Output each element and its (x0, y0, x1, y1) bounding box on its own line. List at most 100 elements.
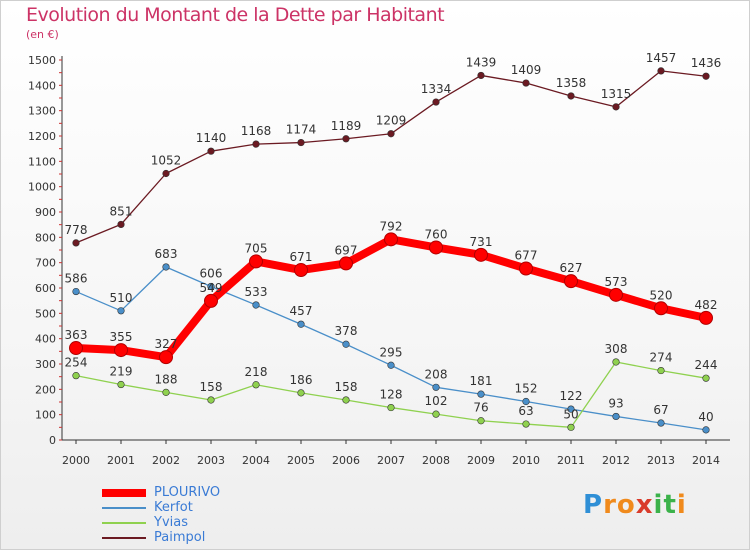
data-label-paimpol: 1174 (286, 123, 317, 137)
data-point-plourivo (159, 350, 173, 365)
y-tick-label: 500 (35, 307, 56, 320)
data-point-kerfot (477, 390, 485, 398)
x-tick-label: 2005 (287, 454, 315, 467)
legend-label-paimpol: Paimpol (154, 530, 206, 545)
data-label-yvias: 158 (200, 380, 223, 394)
data-point-yvias (702, 374, 710, 382)
y-tick-label: 300 (35, 358, 56, 371)
data-point-yvias (657, 366, 665, 375)
data-point-plourivo (609, 287, 623, 302)
data-label-paimpol: 1140 (196, 131, 227, 145)
y-tick-label: 700 (35, 257, 56, 270)
data-label-kerfot: 181 (470, 374, 493, 388)
data-point-plourivo (294, 263, 308, 278)
x-tick-label: 2006 (332, 454, 360, 467)
data-point-kerfot (702, 426, 710, 434)
legend-swatch-paimpol (102, 537, 146, 539)
y-tick-label: 400 (35, 333, 56, 346)
data-point-yvias (297, 389, 305, 397)
logo-letter: o (616, 490, 636, 520)
data-label-kerfot: 378 (335, 324, 358, 338)
data-label-plourivo: 731 (470, 235, 493, 249)
legend-label-kerfot: Kerfot (154, 500, 193, 515)
legend-label-plourivo: PLOURIVO (154, 485, 221, 500)
data-point-yvias (612, 358, 620, 366)
logo-letter: i (653, 490, 664, 520)
data-label-plourivo: 705 (245, 241, 268, 255)
x-tick-label: 2003 (197, 454, 225, 467)
data-label-plourivo: 671 (290, 250, 313, 264)
data-label-yvias: 308 (605, 342, 628, 356)
legend-swatch-kerfot (102, 507, 146, 509)
legend-swatch-yvias (102, 522, 146, 524)
data-point-plourivo (339, 256, 353, 271)
y-tick-label: 900 (35, 206, 56, 219)
data-point-plourivo (249, 254, 263, 269)
y-tick-label: 800 (35, 231, 56, 244)
y-tick-label: 1200 (28, 130, 56, 143)
data-point-paimpol (702, 72, 710, 80)
data-label-paimpol: 1457 (646, 51, 677, 65)
data-point-kerfot (342, 340, 350, 348)
data-point-kerfot (432, 383, 440, 391)
data-point-yvias (567, 423, 575, 431)
data-label-kerfot: 208 (425, 367, 448, 381)
x-tick-label: 2009 (467, 454, 495, 467)
data-point-yvias (387, 403, 395, 412)
data-point-plourivo (654, 301, 668, 316)
data-label-yvias: 254 (65, 356, 88, 370)
data-label-yvias: 186 (290, 373, 313, 387)
data-label-kerfot: 152 (515, 381, 538, 395)
data-point-plourivo (519, 261, 533, 276)
data-point-yvias (117, 380, 125, 389)
data-point-kerfot (522, 397, 530, 406)
y-tick-label: 1400 (28, 79, 56, 92)
data-point-yvias (432, 410, 440, 418)
data-label-paimpol: 1052 (151, 153, 182, 167)
x-tick-label: 2001 (107, 454, 135, 467)
data-point-yvias (342, 396, 350, 404)
data-point-plourivo (564, 274, 578, 289)
data-label-plourivo: 363 (65, 328, 88, 342)
data-label-yvias: 218 (245, 365, 268, 379)
data-label-plourivo: 549 (200, 281, 223, 295)
data-point-kerfot (657, 419, 665, 427)
logo-letter: i (676, 490, 687, 520)
data-point-yvias (207, 396, 215, 404)
x-tick-label: 2002 (152, 454, 180, 467)
data-label-yvias: 102 (425, 394, 448, 408)
data-label-plourivo: 697 (335, 243, 358, 257)
x-tick-label: 2004 (242, 454, 270, 467)
data-label-paimpol: 1439 (466, 55, 497, 69)
data-point-kerfot (612, 412, 620, 421)
data-label-yvias: 50 (563, 407, 578, 421)
data-label-yvias: 128 (380, 388, 403, 402)
data-label-kerfot: 67 (653, 403, 668, 417)
data-label-plourivo: 520 (650, 288, 673, 302)
data-point-paimpol (72, 239, 80, 247)
data-label-yvias: 274 (650, 351, 673, 365)
legend-label-yvias: Yvias (154, 515, 188, 530)
data-label-kerfot: 683 (155, 247, 178, 261)
data-point-kerfot (162, 263, 170, 271)
data-label-paimpol: 778 (65, 223, 88, 237)
data-label-kerfot: 122 (560, 389, 583, 403)
data-point-paimpol (567, 92, 575, 100)
data-point-kerfot (207, 282, 215, 291)
data-point-plourivo (384, 232, 398, 247)
data-label-plourivo: 627 (560, 261, 583, 275)
data-label-kerfot: 586 (65, 272, 88, 286)
data-label-kerfot: 40 (698, 410, 713, 424)
y-tick-label: 100 (35, 409, 56, 422)
data-label-yvias: 244 (695, 358, 718, 372)
chart-subtitle: (en €) (26, 28, 59, 41)
data-label-plourivo: 573 (605, 275, 628, 289)
legend-item-plourivo: PLOURIVO (100, 485, 220, 500)
data-point-plourivo (429, 240, 443, 255)
data-point-plourivo (204, 293, 218, 308)
data-label-kerfot: 295 (380, 345, 403, 359)
data-label-paimpol: 1358 (556, 76, 587, 90)
x-tick-label: 2011 (557, 454, 585, 467)
chart-title: Evolution du Montant de la Dette par Hab… (26, 4, 445, 26)
